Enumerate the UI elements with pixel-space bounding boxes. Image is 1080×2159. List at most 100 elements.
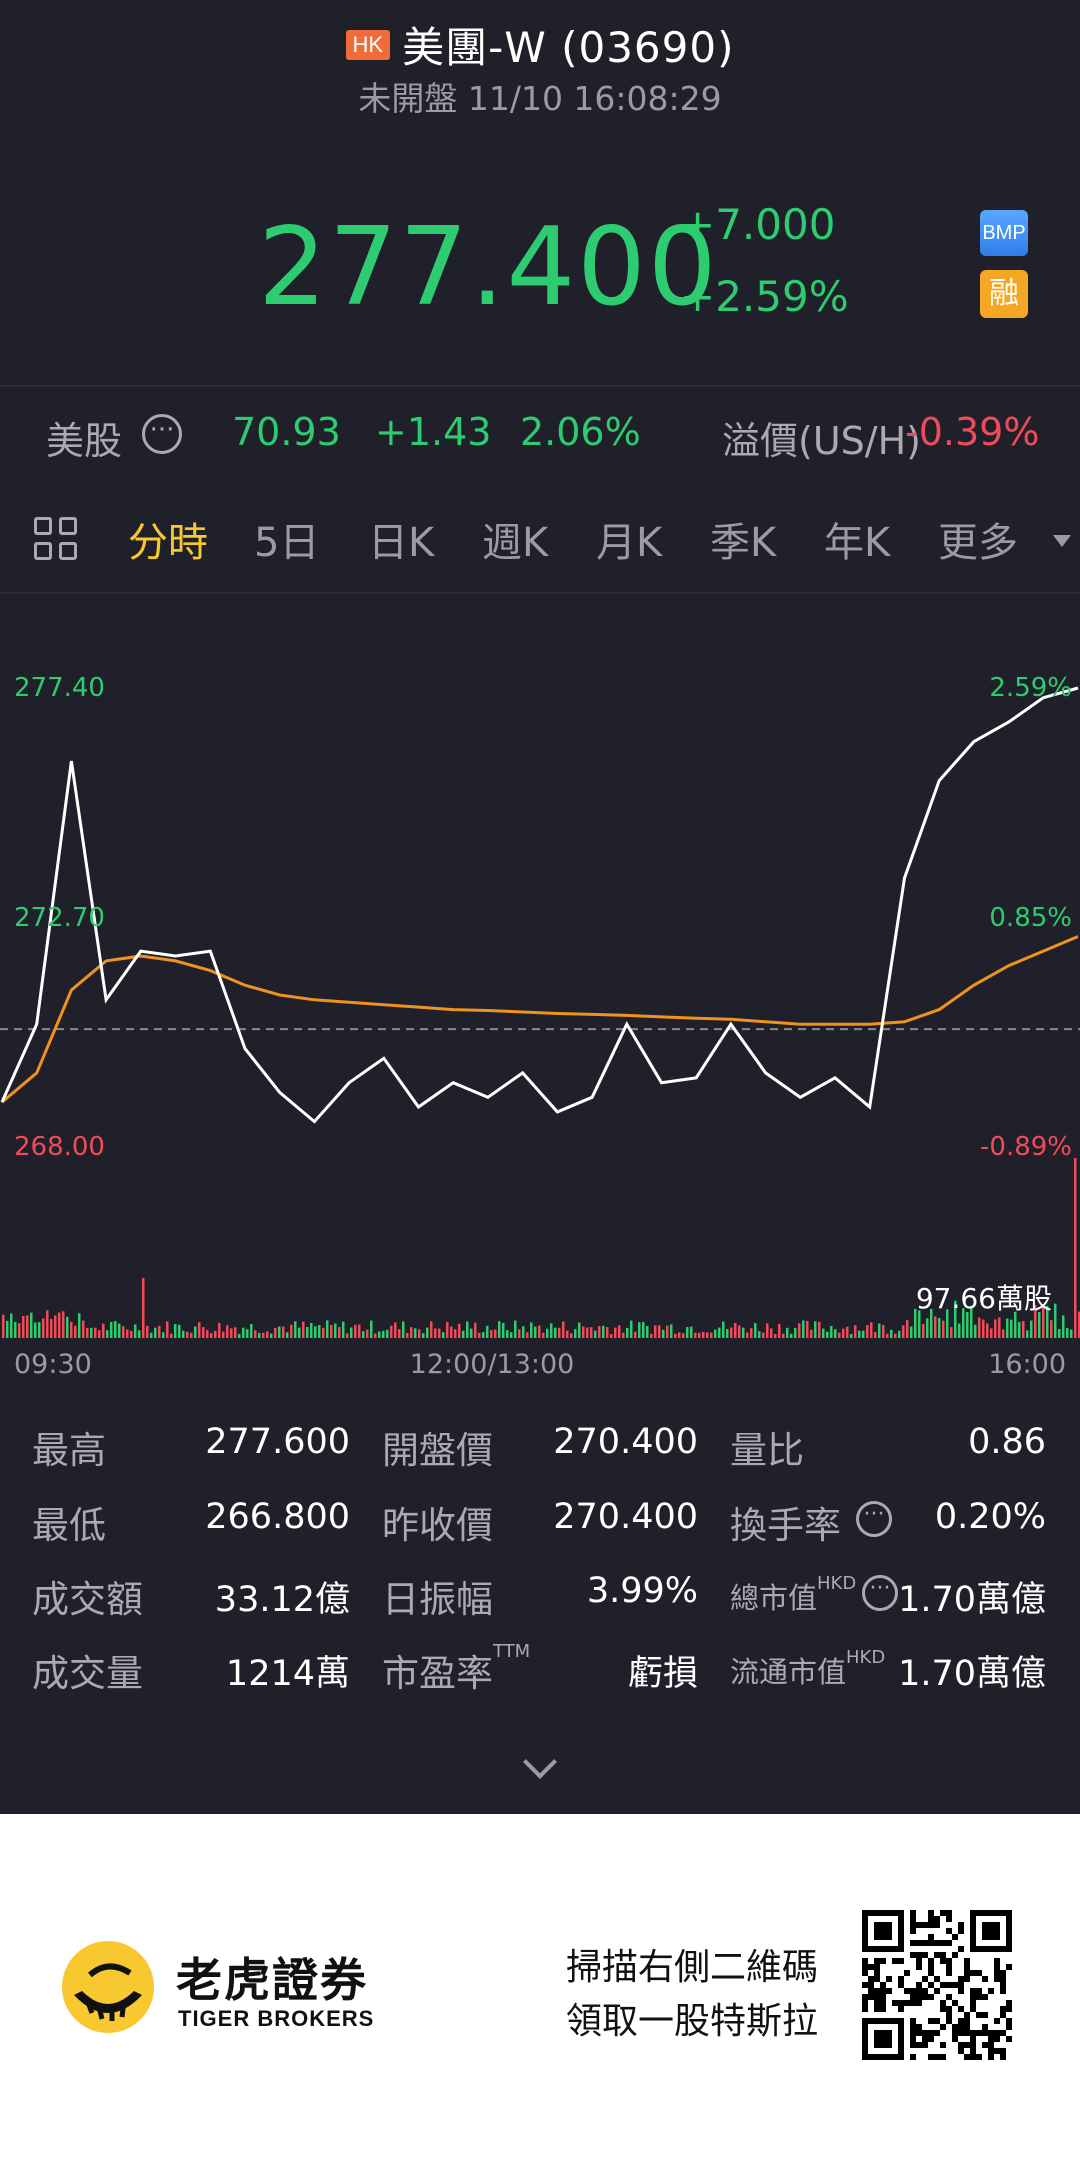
tab-yearly-k[interactable]: 年K	[824, 520, 891, 566]
volume-bar	[46, 1310, 49, 1338]
volume-bar	[798, 1323, 801, 1338]
grid-icon[interactable]	[34, 517, 80, 563]
volume-bar	[930, 1308, 933, 1338]
volume-bar	[282, 1326, 285, 1338]
volume-bar	[718, 1327, 721, 1338]
volume-bar	[822, 1328, 825, 1338]
volume-value: 1214萬	[225, 1654, 350, 1694]
volume-bar	[362, 1331, 365, 1338]
qr-code-icon[interactable]	[862, 1910, 1012, 2060]
volume-bar	[290, 1324, 293, 1338]
volume-bar	[658, 1325, 661, 1338]
dropdown-triangle-icon[interactable]	[1053, 535, 1071, 547]
volume-bar	[1042, 1305, 1045, 1338]
float-cap-label: 流通市值HKD	[730, 1647, 886, 1689]
tab-daily-k[interactable]: 日K	[368, 520, 435, 566]
expand-chevron-icon[interactable]	[523, 1745, 557, 1779]
volume-bar	[542, 1332, 545, 1338]
volume-bar	[126, 1329, 129, 1338]
volume-bar	[122, 1326, 125, 1338]
volume-bar	[954, 1300, 957, 1338]
tab-weekly-k[interactable]: 週K	[482, 520, 549, 566]
volume-bar	[450, 1326, 453, 1338]
prev-close-label: 昨收價	[382, 1504, 493, 1547]
volume-bar	[222, 1331, 225, 1338]
volume-bar	[554, 1327, 557, 1338]
volume-bar	[538, 1325, 541, 1338]
volume-bar	[1002, 1329, 1005, 1338]
mkt-cap-sup: HKD	[817, 1573, 857, 1594]
volume-bar	[938, 1318, 941, 1338]
pe-label: 市盈率TTM	[382, 1641, 531, 1695]
volume-bar	[38, 1322, 41, 1338]
volume-bar	[162, 1332, 165, 1338]
volume-bar	[138, 1330, 141, 1338]
volume-bar	[234, 1327, 237, 1338]
volume-bar	[882, 1324, 885, 1338]
volume-bar	[970, 1305, 973, 1338]
tab-monthly-k[interactable]: 月K	[596, 520, 663, 566]
volume-bar	[158, 1325, 161, 1338]
volume-bar	[298, 1327, 301, 1338]
volume-bar	[434, 1328, 437, 1338]
stock-name[interactable]: 美團-W (03690)	[402, 23, 735, 72]
volume-bar	[762, 1332, 765, 1338]
volume-bar	[442, 1332, 445, 1338]
tab-more[interactable]: 更多	[938, 520, 1018, 566]
volume-bar	[334, 1323, 337, 1338]
volume-bar	[90, 1327, 93, 1338]
volume-bar	[1038, 1312, 1041, 1338]
volume-bar	[206, 1330, 209, 1338]
volume-bar	[666, 1325, 669, 1338]
tab-5day[interactable]: 5日	[254, 520, 320, 566]
margin-badge[interactable]: 融	[980, 270, 1028, 318]
volume-bar	[254, 1330, 257, 1338]
volume-bar	[806, 1320, 809, 1338]
volume-bar	[1006, 1318, 1009, 1338]
volume-bar	[490, 1330, 493, 1338]
volume-bar	[34, 1322, 37, 1338]
volume-bar	[898, 1330, 901, 1338]
volume-bar	[778, 1323, 781, 1338]
vol-ratio-label: 量比	[730, 1429, 804, 1472]
volume-bar	[786, 1327, 789, 1338]
volume-bar	[262, 1332, 265, 1338]
volume-bar	[486, 1325, 489, 1338]
volume-bar	[790, 1333, 793, 1338]
volume-bar	[366, 1329, 369, 1338]
volume-bar	[382, 1330, 385, 1338]
volume-bar	[218, 1322, 221, 1338]
more-dots-icon[interactable]: ···	[862, 1575, 898, 1611]
volume-bar	[626, 1327, 629, 1338]
volume-bar	[550, 1323, 553, 1338]
volume-bar	[30, 1312, 33, 1338]
volume-bar	[1010, 1319, 1013, 1338]
volume-bar	[622, 1332, 625, 1338]
y-label-left-bottom: 268.00	[14, 1132, 105, 1162]
volume-bar	[766, 1323, 769, 1338]
more-dots-icon[interactable]: ···	[856, 1501, 892, 1537]
volume-bar	[886, 1333, 889, 1338]
volume-bar	[866, 1325, 869, 1338]
more-dots-icon[interactable]: ···	[142, 414, 182, 454]
volume-bar	[446, 1322, 449, 1338]
volume-bar	[430, 1321, 433, 1338]
y-label-left-top: 277.40	[14, 673, 105, 703]
volume-bar	[610, 1333, 613, 1338]
volume-bar	[842, 1328, 845, 1338]
volume-bar	[834, 1329, 837, 1338]
intraday-chart[interactable]: 277.40 272.70 268.00 2.59% 0.85% -0.89% …	[0, 600, 1080, 1390]
promo-line-1: 掃描右側二維碼	[566, 1947, 819, 1988]
brand-name-en: TIGER BROKERS	[178, 2006, 375, 2031]
market-status: 未開盤 11/10 16:08:29	[358, 79, 722, 118]
volume-bar	[410, 1327, 413, 1338]
tab-quarterly-k[interactable]: 季K	[710, 520, 777, 566]
volume-bar	[594, 1330, 597, 1338]
volume-bar	[614, 1327, 617, 1338]
volume-bar	[750, 1328, 753, 1338]
volume-bar	[494, 1329, 497, 1338]
tab-intraday[interactable]: 分時	[128, 520, 208, 566]
volume-bar	[1078, 1311, 1080, 1338]
volume-bar	[74, 1325, 77, 1338]
bmp-badge[interactable]: BMP	[980, 210, 1028, 256]
